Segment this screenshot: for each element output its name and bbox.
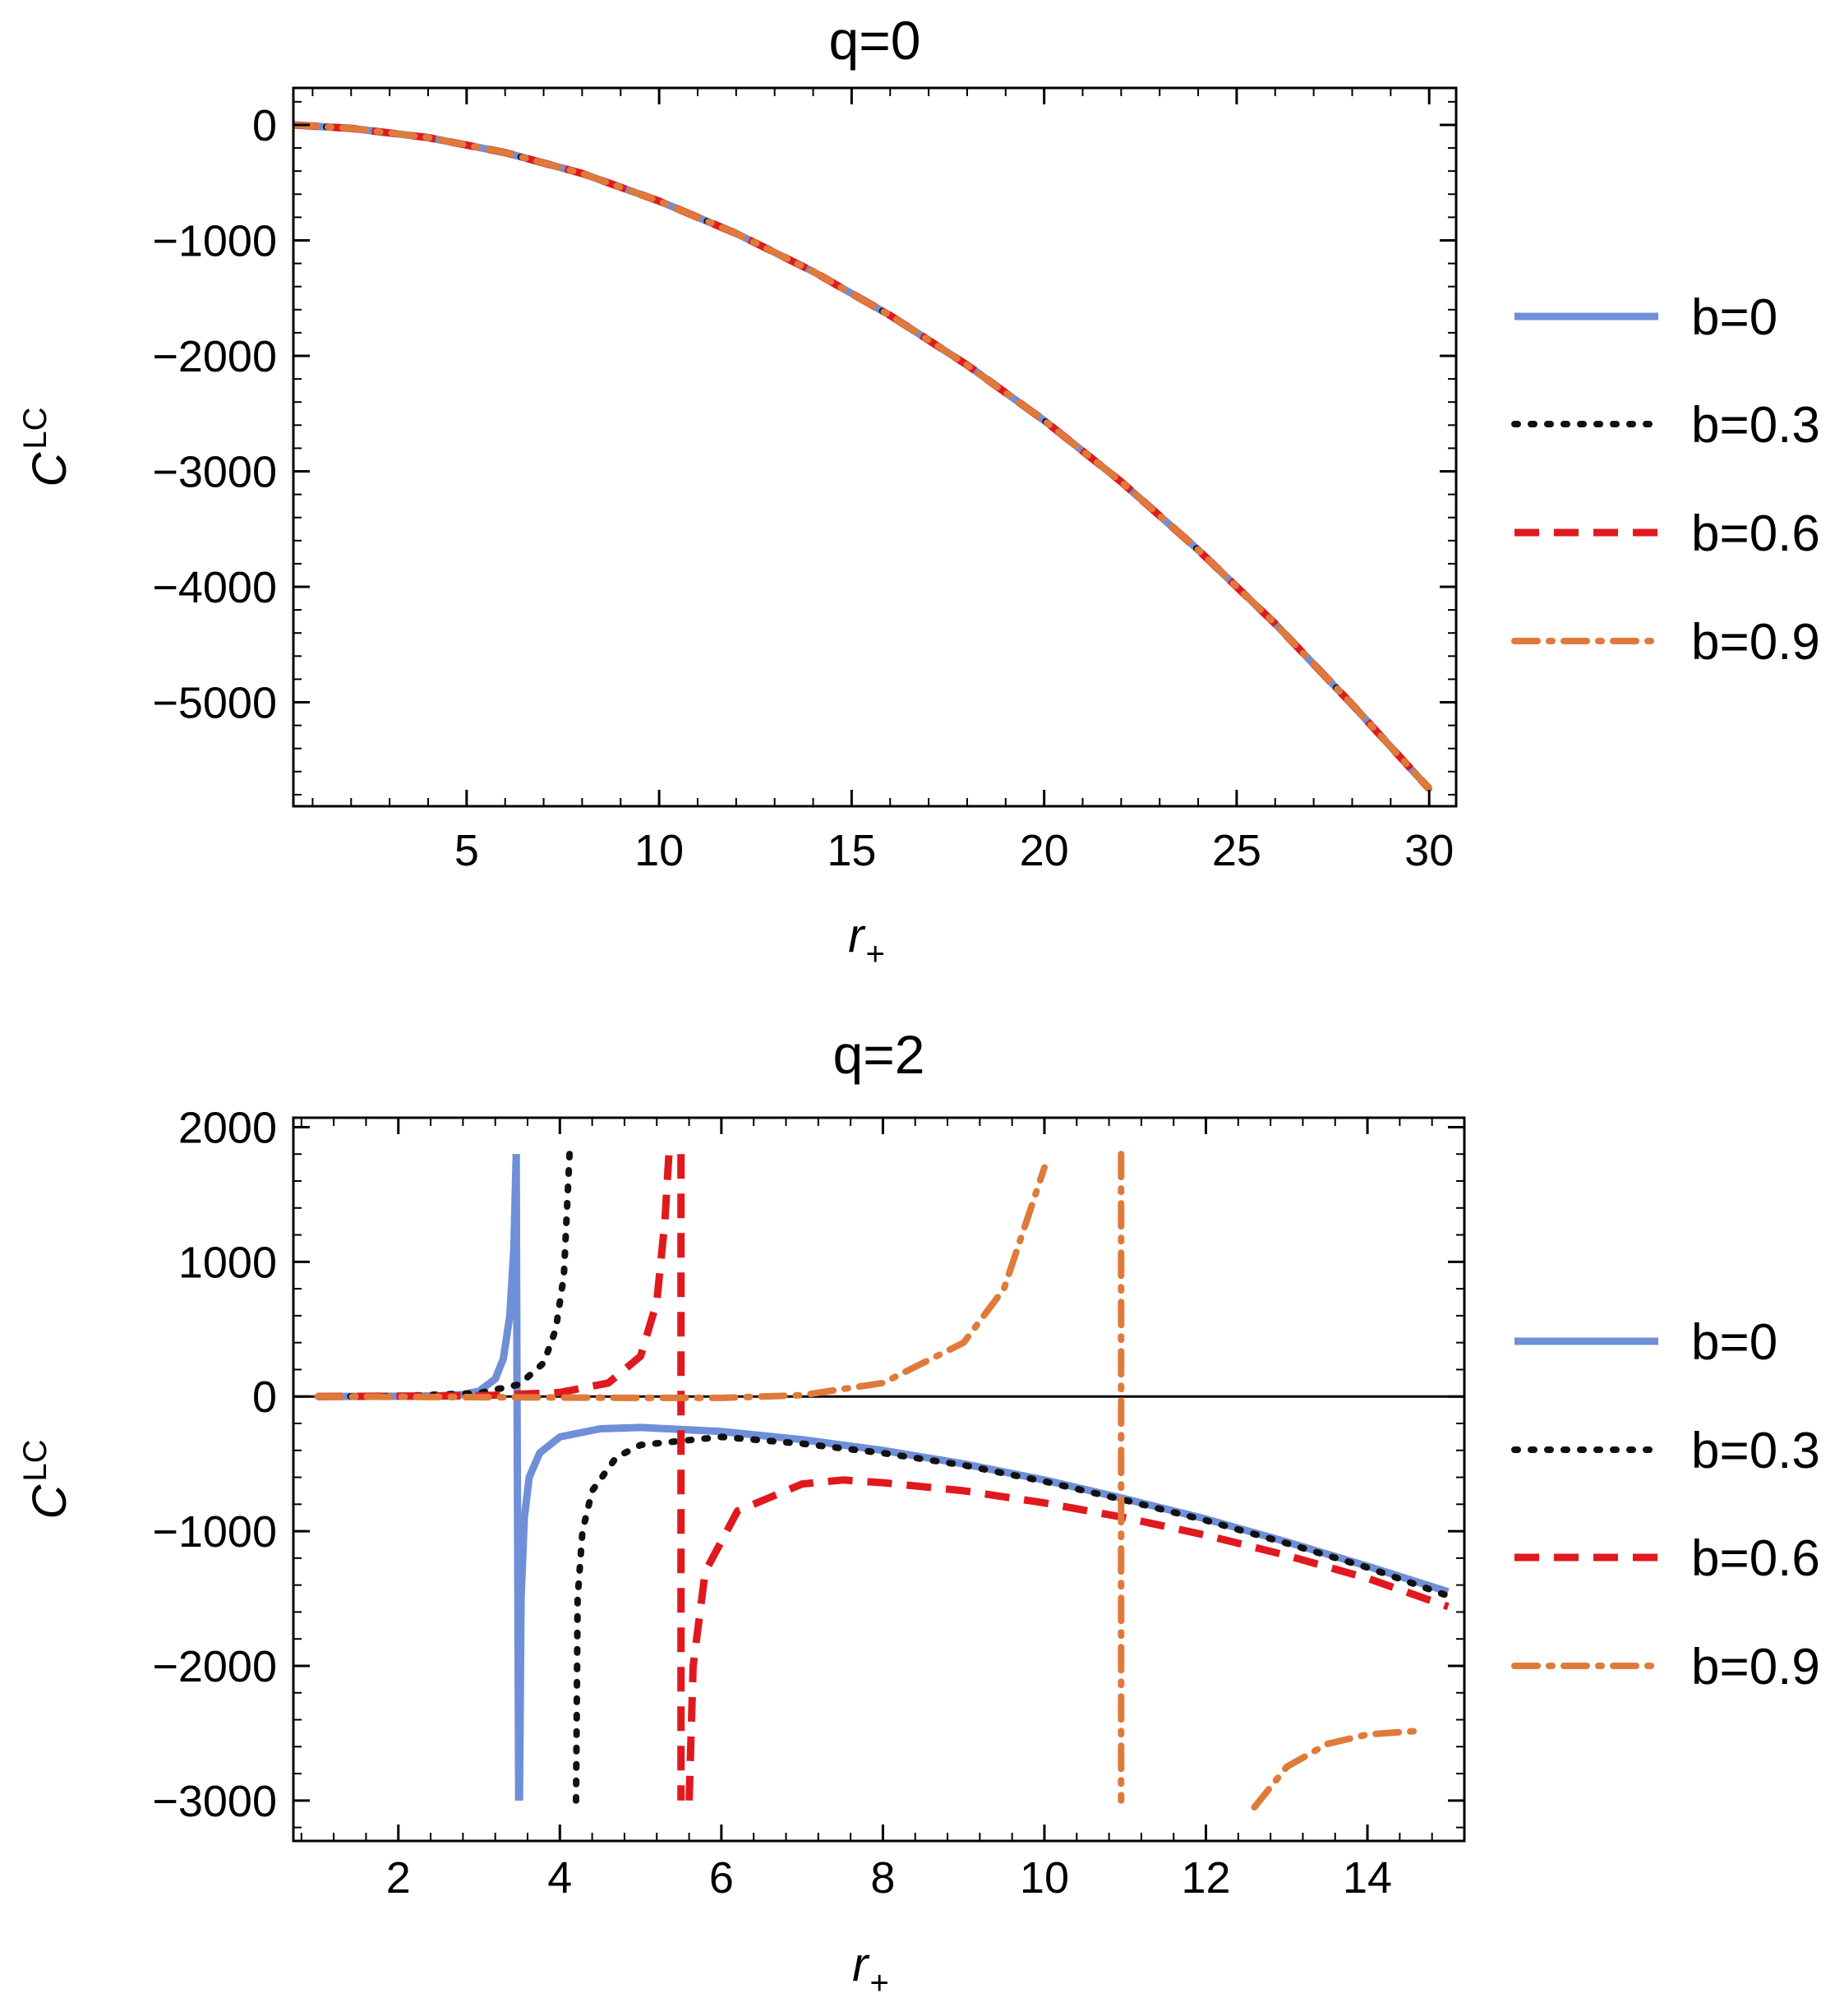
y-axis-label-sup: LC — [17, 407, 53, 449]
series-line-b-0-seg-0 — [317, 1154, 520, 1400]
series-line-b-0-9-seg-0 — [314, 1164, 1048, 1401]
legend-label: b=0.3 — [1691, 397, 1820, 454]
x-tick-label: 5 — [454, 826, 479, 875]
legend-label: b=0.6 — [1691, 505, 1820, 562]
series-line-b-0-6-seg-2 — [685, 1476, 1450, 1801]
plot-frame — [292, 86, 1458, 808]
x-tick-label: 4 — [547, 1853, 572, 1903]
y-tick-label: −4000 — [152, 563, 277, 612]
plot-frame — [292, 1116, 1466, 1843]
x-tick-label: 30 — [1404, 826, 1454, 875]
y-tick-label: 1000 — [178, 1238, 277, 1287]
x-tick-label: 12 — [1181, 1853, 1230, 1903]
x-tick-label: 8 — [870, 1853, 895, 1903]
y-tick-label: −3000 — [152, 1777, 277, 1826]
legend-label: b=0 — [1691, 1314, 1777, 1371]
chart-title: q=0 — [829, 10, 921, 71]
y-tick-label: 0 — [252, 101, 277, 150]
series-line-b-0-3-seg-0 — [314, 1151, 574, 1400]
x-axis-label: r+ — [852, 1938, 889, 2001]
x-tick-label: 14 — [1343, 1853, 1392, 1903]
x-tick-label: 6 — [709, 1853, 734, 1903]
y-axis-label: CLC — [17, 1439, 76, 1519]
chart-q2: q=2 2 4 6 8 10 12 14 2000 1000 0 −1000 −2000 −3000 CLC… — [17, 1024, 1820, 2001]
legend-label: b=0 — [1691, 289, 1777, 346]
y-tick-label: −1000 — [152, 1507, 277, 1557]
y-tick-label: −5000 — [152, 679, 277, 728]
legend-label: b=0.9 — [1691, 614, 1820, 671]
x-axis-label-main: r — [852, 1938, 870, 1991]
x-tick-label: 20 — [1020, 826, 1069, 875]
series-line-b-0-seg-2 — [515, 1423, 1450, 1801]
series-line-b-0-seg-0 — [293, 121, 1432, 791]
legend-label: b=0.9 — [1691, 1639, 1820, 1695]
x-tick-label: 25 — [1212, 826, 1261, 875]
legend: b=0 b=0.3 b=0.6 b=0.9 — [1511, 289, 1820, 671]
y-axis-label-main: C — [23, 452, 76, 487]
series-line-b-0-6-seg-0 — [293, 121, 1432, 791]
chart-title: q=2 — [833, 1024, 925, 1085]
x-tick-label: 2 — [386, 1853, 411, 1903]
series-line-b-0-3-seg-0 — [293, 122, 1433, 792]
x-axis-label-sub: + — [869, 1965, 888, 2001]
chart-q0: q=0 5 10 15 20 25 30 0 −1000 −2000 −3000 −4000 −5000… — [17, 10, 1820, 972]
y-tick-label: 0 — [252, 1372, 277, 1422]
legend-label: b=0.6 — [1691, 1530, 1820, 1587]
y-tick-label: −3000 — [152, 448, 277, 497]
y-axis-label: CLC — [17, 407, 76, 487]
x-axis-label: r+ — [848, 909, 885, 972]
x-tick-label: 10 — [1020, 1853, 1069, 1903]
x-tick-label: 15 — [827, 826, 876, 875]
x-axis-label-main: r — [848, 909, 866, 962]
y-axis-label-main: C — [23, 1484, 76, 1520]
plot-area — [293, 121, 1433, 792]
y-tick-label: −2000 — [152, 1642, 277, 1691]
y-tick-label: 2000 — [178, 1103, 277, 1152]
y-tick-label: −2000 — [152, 332, 277, 381]
x-axis-label-sub: + — [865, 936, 884, 972]
x-tick-label: 10 — [634, 826, 684, 875]
legend-label: b=0.3 — [1691, 1423, 1820, 1479]
y-tick-label: −1000 — [152, 216, 277, 265]
legend: b=0 b=0.3 b=0.6 b=0.9 — [1511, 1314, 1820, 1695]
series-line-b-0-3-seg-1 — [573, 1433, 1452, 1804]
series-line-b-0-6-seg-0 — [317, 1153, 673, 1400]
plot-area — [314, 1151, 1452, 1811]
series-line-b-0-9-seg-0 — [293, 122, 1433, 792]
y-axis-label-sup: LC — [17, 1439, 53, 1481]
series-line-b-0-9-seg-2 — [1251, 1727, 1427, 1811]
